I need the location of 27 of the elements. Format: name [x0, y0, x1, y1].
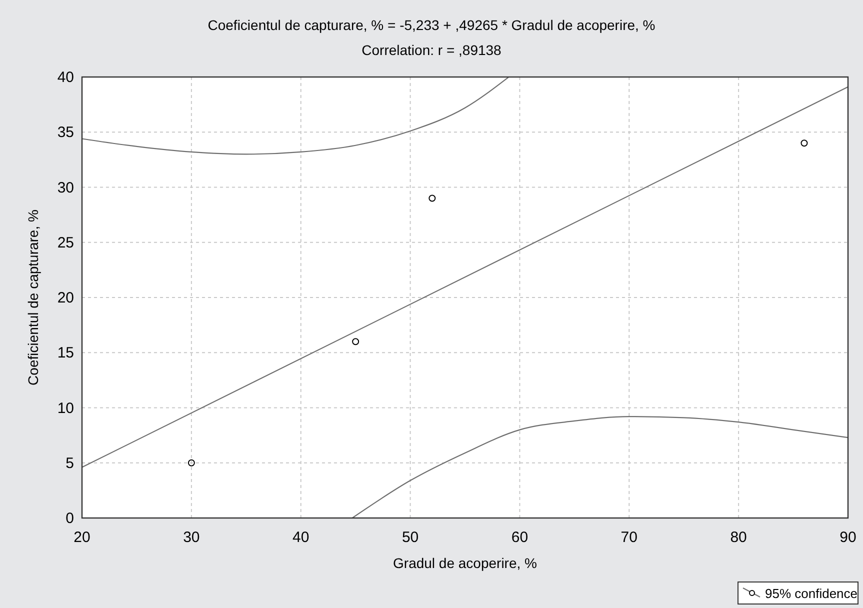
x-tick-label: 30: [183, 529, 200, 546]
y-axis-title: Coeficientul de capturare, %: [25, 210, 41, 386]
x-tick-label: 40: [292, 529, 310, 546]
y-tick-label: 30: [57, 179, 74, 196]
x-tick-label: 60: [511, 529, 528, 546]
y-tick-label: 20: [57, 290, 74, 306]
y-tick-label: 10: [57, 400, 74, 417]
line-series: [82, 77, 510, 155]
chart-subtitle: Correlation: r = ,89138: [362, 42, 502, 58]
x-tick-label: 70: [620, 529, 638, 546]
y-tick-label: 35: [57, 124, 74, 142]
y-tick-label: 25: [57, 234, 74, 252]
legend-label: 95% confidence: [765, 586, 858, 601]
x-axis-title: Gradul de acoperire, %: [393, 555, 537, 571]
y-tick-label: 0: [66, 510, 74, 527]
point: [188, 459, 195, 466]
point: [428, 194, 436, 202]
x-tick-label: 90: [840, 529, 856, 546]
point: [800, 140, 808, 147]
point: [352, 338, 360, 346]
y-tick-label: 5: [66, 454, 74, 472]
y-tick-label: 15: [57, 344, 74, 362]
x-tick-label: 50: [402, 529, 419, 546]
y-tick-label: 40: [57, 69, 74, 86]
chart-title: Coeficientul de capturare, % = -5,233 + ,49265 * Gradul de acoperire, %: [208, 17, 656, 33]
x-tick-label: 80: [730, 529, 747, 546]
line-series: [352, 416, 848, 518]
